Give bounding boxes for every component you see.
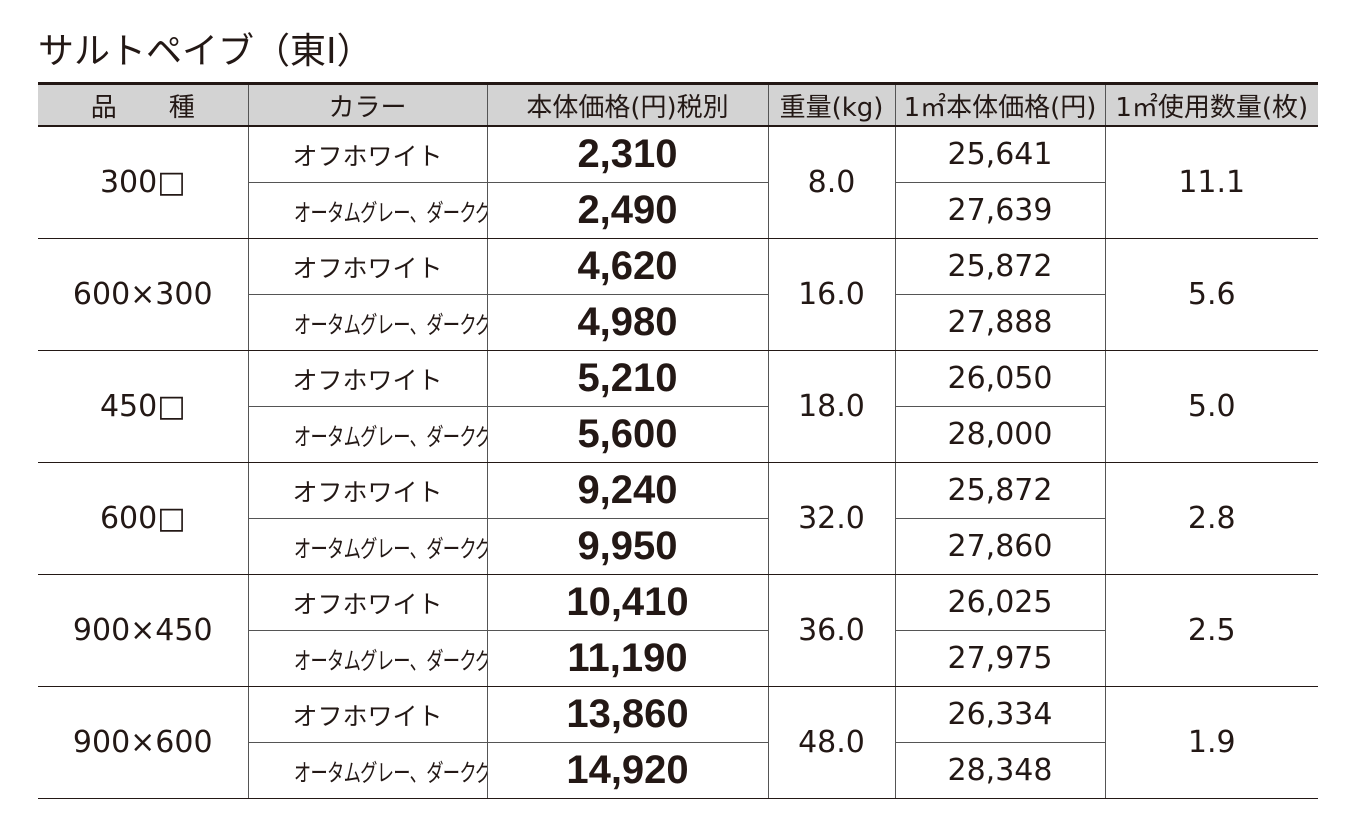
table-row: オータムグレー、ダークグレー2,490 27,639 [38,182,1318,239]
unit-price-cell: 28,348 [894,742,1105,799]
unit-price-cell: 27,639 [894,182,1105,239]
price-cell: 13,860 [486,686,768,743]
price-cell: 5,210 [486,350,768,407]
table-row: 300□ オフホワイト 2,310 8.0 25,641 11.1 [38,126,1318,239]
price-cell: 2,490 [486,182,768,239]
price-cell: 10,410 [486,574,768,631]
color-cell: オータムグレー、ダークグレー [247,294,487,351]
color-name: オフホワイト [292,589,443,619]
table-row: 600×300 オフホワイト 4,620 16.0 25,872 5.6 [38,238,1318,351]
weight-cell: 48.0 [767,686,895,799]
header-cell: 1㎡使用数量(枚) [1104,83,1318,127]
color-name: オフホワイト [292,701,443,731]
unit-price-cell: 27,888 [894,294,1105,351]
price-cell: 9,240 [486,462,768,519]
color-name: オータムグレー、ダークグレー [293,423,487,451]
table-row: オータムグレー、ダークグレー9,950 27,860 [38,518,1318,575]
table-row: 600□ オフホワイト 9,240 32.0 25,872 2.8 [38,462,1318,575]
color-cell: オータムグレー、ダークグレー [247,630,487,687]
color-name: オータムグレー、ダークグレー [293,647,487,675]
price-cell: 4,620 [486,238,768,295]
weight-cell: 8.0 [767,126,895,239]
price-cell: 4,980 [486,294,768,351]
table-row: 900×600 オフホワイト 13,860 48.0 26,334 1.9 [38,686,1318,799]
type-cell: 900×600 [38,686,248,799]
type-cell: 450□ [38,350,248,463]
weight-cell: 16.0 [767,238,895,351]
count-cell: 5.0 [1104,350,1318,463]
color-name: オータムグレー、ダークグレー [293,311,487,339]
header-cell: 品 種 [38,83,248,127]
color-name: オータムグレー、ダークグレー [293,535,487,563]
header-cell: 重量(kg) [767,83,895,127]
unit-price-cell: 25,641 [894,126,1105,183]
unit-price-cell: 26,025 [894,574,1105,631]
color-cell: オータムグレー、ダークグレー [247,406,487,463]
unit-price-cell: 28,000 [894,406,1105,463]
price-cell: 9,950 [486,518,768,575]
weight-cell: 36.0 [767,574,895,687]
color-name: オータムグレー、ダークグレー [293,199,487,227]
table-row: オータムグレー、ダークグレー11,190 27,975 [38,630,1318,687]
unit-price-cell: 25,872 [894,238,1105,295]
table-row: 450□ オフホワイト 5,210 18.0 26,050 5.0 [38,350,1318,463]
header-row: 品 種カラー 本体価格(円)税別 重量(kg) 1㎡本体価格(円) 1㎡使用数量(枚) [38,83,1318,127]
unit-price-cell: 25,872 [894,462,1105,519]
color-name: オフホワイト [292,253,443,283]
count-cell: 5.6 [1104,238,1318,351]
color-name: オフホワイト [292,365,443,395]
color-name: オフホワイト [292,141,443,171]
table-row: オータムグレー、ダークグレー4,980 27,888 [38,294,1318,351]
count-cell: 2.8 [1104,462,1318,575]
count-cell: 1.9 [1104,686,1318,799]
price-cell: 14,920 [486,742,768,799]
color-name: オータムグレー、ダークグレー [293,759,487,787]
table-row: オータムグレー、ダークグレー14,920 28,348 [38,742,1318,799]
color-cell: オフホワイト [247,574,487,631]
color-cell: オータムグレー、ダークグレー [247,742,487,799]
count-cell: 11.1 [1104,126,1318,239]
price-cell: 5,600 [486,406,768,463]
title: サルトペイブ（東Ⅰ） [38,31,373,72]
weight-cell: 18.0 [767,350,895,463]
price-cell: 2,310 [486,126,768,183]
table-row: オータムグレー、ダークグレー5,600 28,000 [38,406,1318,463]
type-cell: 600×300 [38,238,248,351]
color-cell: オフホワイト [247,462,487,519]
table-body: 300□オフホワイト2,3108.025,64111.1オータムグレー、ダークグ… [38,126,1318,799]
type-cell: 600□ [38,462,248,575]
unit-price-cell: 27,975 [894,630,1105,687]
header-cell: 本体価格(円)税別 [486,83,768,127]
type-cell: 300□ [38,126,248,239]
unit-price-cell: 26,334 [894,686,1105,743]
header-cell: 1㎡本体価格(円) [894,83,1105,127]
color-cell: オータムグレー、ダークグレー [247,182,487,239]
table-row: 900×450 オフホワイト 10,410 36.0 26,025 2.5 [38,574,1318,687]
header-cell: カラー [247,83,487,127]
price-cell: 11,190 [486,630,768,687]
color-cell: オフホワイト [247,350,487,407]
color-name: オフホワイト [292,477,443,507]
color-cell: オータムグレー、ダークグレー [247,518,487,575]
color-cell: オフホワイト [247,126,487,183]
color-cell: オフホワイト [247,686,487,743]
type-cell: 900×450 [38,574,248,687]
color-cell: オフホワイト [247,238,487,295]
unit-price-cell: 27,860 [894,518,1105,575]
price-table: 品 種カラー 本体価格(円)税別 重量(kg) 1㎡本体価格(円) 1㎡使用数量(枚) … [38,82,1318,799]
count-cell: 2.5 [1104,574,1318,687]
unit-price-cell: 26,050 [894,350,1105,407]
weight-cell: 32.0 [767,462,895,575]
